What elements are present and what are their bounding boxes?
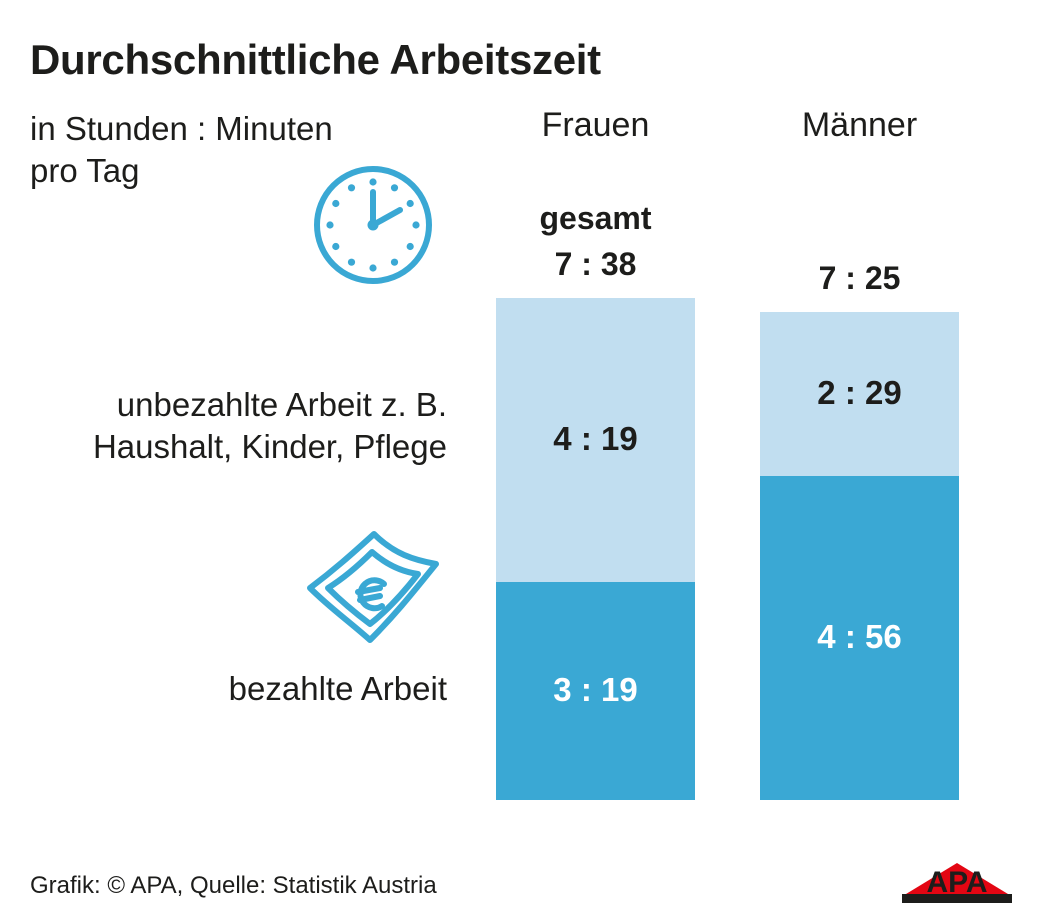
total-label: gesamt: [539, 200, 652, 236]
bar-maenner-bezahlt: 4 : 56: [760, 475, 959, 800]
bar-maenner-unbezahlt: 2 : 29: [760, 312, 959, 476]
apa-logo: APA: [902, 863, 1012, 903]
bar-frauen-bezahlt: 3 : 19: [496, 581, 695, 800]
bar-frauen-unbezahlt: 4 : 19: [496, 298, 695, 582]
clock-icon: [314, 166, 432, 284]
unit-note: in Stunden : Minuten pro Tag: [30, 108, 333, 192]
euro-banknote-icon: [307, 531, 439, 643]
data-label-frauen-bezahlt: 3 : 19: [553, 670, 638, 708]
apa-logo-text: APA: [926, 866, 987, 899]
unit-line-1: in Stunden : Minuten: [30, 110, 333, 147]
category-label-maenner: Männer: [801, 106, 918, 144]
data-label-frauen-unbezahlt: 4 : 19: [553, 419, 638, 457]
data-label-maenner-unbezahlt: 2 : 29: [817, 373, 902, 411]
unpaid-work-label-line-1: unbezahlte Arbeit z. B.: [116, 386, 447, 423]
total-value-frauen: 7 : 38: [554, 246, 637, 282]
unpaid-work-label: unbezahlte Arbeit z. B. Haushalt, Kinder…: [93, 384, 447, 468]
unpaid-work-label-line-2: Haushalt, Kinder, Pflege: [92, 428, 447, 465]
total-value-maenner: 7 : 25: [818, 260, 901, 297]
unit-line-2: pro Tag: [30, 152, 140, 189]
category-label-frauen: Frauen: [541, 106, 650, 144]
source-credit: Grafik: © APA, Quelle: Statistik Austria: [30, 872, 437, 899]
paid-work-label: bezahlte Arbeit: [228, 670, 447, 707]
chart-title: Durchschnittliche Arbeitszeit: [30, 36, 601, 83]
data-label-maenner-bezahlt: 4 : 56: [817, 617, 902, 655]
